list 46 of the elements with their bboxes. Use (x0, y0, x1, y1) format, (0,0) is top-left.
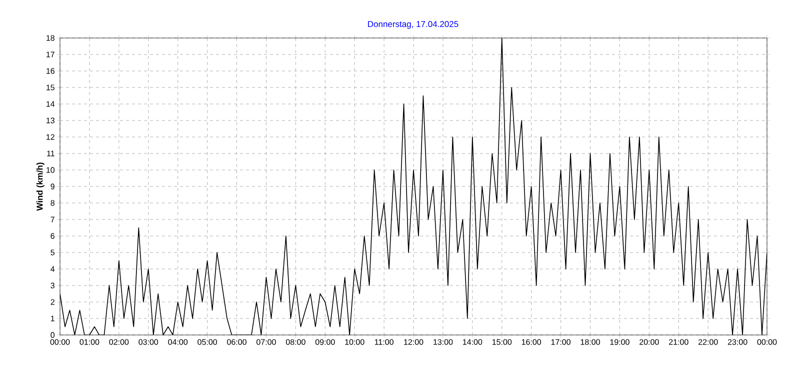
x-tick-label: 06:00 (227, 339, 246, 345)
y-tick-label: 8 (50, 200, 54, 206)
x-tick-label: 07:00 (256, 339, 276, 345)
y-tick-label: 5 (50, 250, 54, 256)
y-tick-label: 9 (50, 184, 54, 190)
x-tick-label: 13:00 (434, 339, 453, 345)
x-tick-label: 14:00 (463, 339, 482, 345)
x-tick-label: 21:00 (669, 339, 688, 345)
x-tick-label: 10:00 (345, 339, 364, 345)
x-tick-label: 05:00 (198, 339, 217, 345)
x-tick-label: 04:00 (168, 339, 188, 345)
x-tick-label: 15:00 (492, 339, 512, 345)
y-tick-label: 15 (46, 84, 54, 90)
x-tick-label: 00:00 (757, 339, 777, 345)
y-axis-title: Wind (km/h) (36, 162, 44, 211)
x-tick-label: 03:00 (138, 339, 158, 345)
y-tick-label: 6 (50, 233, 54, 239)
x-tick-label: 16:00 (522, 339, 542, 345)
x-tick-label: 19:00 (610, 339, 630, 345)
x-tick-label: 23:00 (728, 339, 748, 345)
y-tick-label: 7 (50, 216, 54, 222)
chart-title: Donnerstag, 17.04.2025 (368, 21, 458, 29)
y-tick-label: 2 (50, 299, 54, 305)
x-tick-label: 18:00 (580, 339, 600, 345)
x-tick-label: 08:00 (286, 339, 306, 345)
x-tick-label: 09:00 (315, 339, 335, 345)
y-tick-label: 3 (50, 282, 54, 288)
y-tick-label: 1 (50, 316, 54, 322)
y-tick-label: 0 (50, 332, 54, 338)
y-tick-label: 4 (50, 266, 55, 272)
x-tick-label: 12:00 (404, 339, 424, 345)
y-tick-label: 11 (47, 150, 54, 156)
x-tick-label: 22:00 (698, 339, 718, 345)
x-tick-label: 01:00 (80, 339, 100, 345)
y-tick-label: 12 (46, 134, 54, 140)
y-tick-label: 16 (46, 68, 54, 74)
y-tick-label: 18 (46, 35, 54, 41)
x-tick-label: 20:00 (640, 339, 659, 345)
x-tick-label: 11:00 (374, 339, 394, 345)
x-tick-label: 17:00 (551, 339, 570, 345)
y-tick-label: 13 (46, 118, 54, 124)
y-tick-label: 10 (46, 167, 54, 173)
y-tick-label: 14 (46, 101, 55, 107)
y-tick-label: 17 (46, 52, 54, 58)
x-tick-label: 02:00 (109, 339, 129, 345)
x-tick-label: 00:00 (50, 339, 70, 345)
